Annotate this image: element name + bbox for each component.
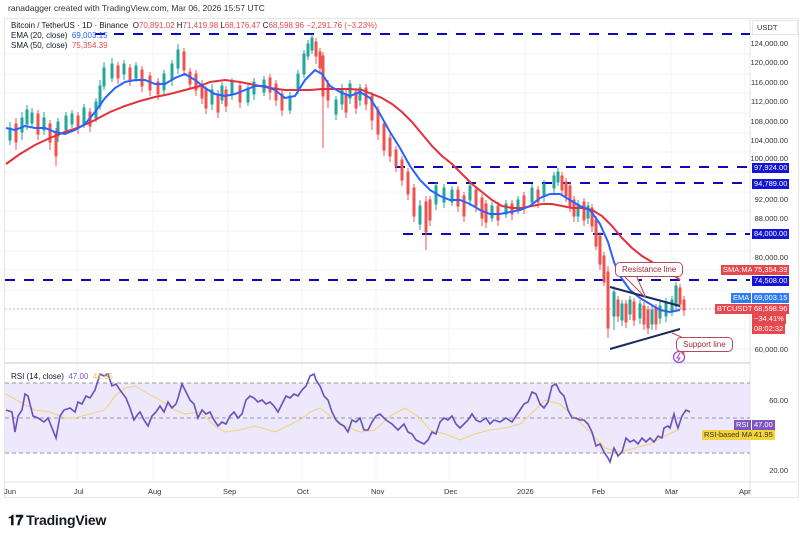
ema-tag-name: EMA	[731, 293, 752, 303]
rsi-ma-tag-value: 41.95	[752, 430, 775, 440]
time-tick: Jun	[4, 487, 17, 496]
resistance-line-label[interactable]: Resistance line	[615, 262, 684, 277]
currency-label[interactable]: USDT	[752, 20, 798, 35]
chart-credit: ranadagger created with TradingView.com,…	[8, 3, 265, 13]
price-tick: 108,000.00	[750, 117, 788, 126]
price-tick: 60,000.00	[754, 345, 788, 354]
time-tick: Nov	[371, 487, 385, 496]
candle-countdown: 08:02:32	[752, 324, 786, 334]
sma-tag-name: SMA:MA	[721, 265, 755, 275]
rsi-tag-value: 47.00	[752, 420, 775, 430]
ema-20-line	[5, 68, 681, 314]
time-tick: Sep	[223, 487, 237, 496]
support-line-label[interactable]: Support line	[676, 337, 733, 352]
tradingview-logo-icon: 𝟏𝟕	[8, 512, 24, 528]
price-tick: 88,000.00	[754, 214, 788, 223]
ohlc-open: 70,891.02	[138, 21, 175, 30]
level-tag-84000: 84,000.00	[752, 229, 790, 239]
rsi-line	[5, 372, 691, 465]
price-tick: 116,000.00	[751, 78, 788, 87]
symbol-legend[interactable]: Bitcoin / TetherUS · 1D · Binance O70,89…	[11, 21, 377, 30]
time-tick: Dec	[444, 487, 458, 496]
rsi-tag-name: RSI	[734, 420, 751, 430]
price-tick: 120,000.00	[750, 58, 788, 67]
level-tag-97924: 97,924.00	[752, 163, 790, 173]
rsi-ma-line	[5, 385, 679, 453]
rsi-levels	[5, 382, 750, 454]
price-tick: 112,000.00	[751, 97, 788, 106]
sma-50-line	[5, 78, 681, 281]
symbol-tag-value: 68,598.96	[752, 304, 790, 314]
price-tick: 80,000.00	[754, 253, 788, 262]
ohlc-close: 68,598.96	[268, 21, 305, 30]
time-tick: Apr	[739, 487, 751, 496]
brand-name: TradingView	[26, 512, 107, 528]
time-tick: Jul	[74, 487, 84, 496]
symbol-title: Bitcoin / TetherUS · 1D · Binance	[11, 21, 129, 30]
price-tick: 124,000.00	[750, 39, 788, 48]
tradingview-logo[interactable]: 𝟏𝟕 TradingView	[8, 512, 106, 529]
ema-legend-value: 69,003.15	[71, 31, 108, 40]
price-tick: 100,000.00	[750, 154, 788, 163]
sma-legend-value: 75,354.39	[71, 41, 108, 50]
level-tag-94789: 94,789.00	[752, 179, 790, 189]
rsi-legend[interactable]: RSI (14, close) 47.00 41.95	[11, 372, 113, 381]
support-trendline	[609, 328, 681, 350]
rsi-ma-tag-name: RSI-based MA	[702, 430, 755, 440]
ohlc-change: −2,291.76 (−3.23%)	[306, 21, 377, 30]
rsi-tick: 20.00	[769, 466, 788, 475]
sma-legend[interactable]: SMA (50, close) 75,354.39	[11, 41, 108, 50]
level-tag-74508: 74,508.00	[752, 276, 790, 286]
ohlc-high: 71,419.98	[182, 21, 219, 30]
symbol-tag-change: −34.41%	[752, 314, 786, 324]
rsi-tick: 60.00	[769, 396, 788, 405]
ema-tag-value: 69,003.15	[752, 293, 790, 303]
alert-icon[interactable]	[672, 350, 686, 364]
time-tick: Aug	[148, 487, 162, 496]
resistance-callout-pointer	[622, 274, 647, 299]
rsi-ma-legend-value: 41.95	[92, 372, 113, 381]
candles	[8, 34, 686, 338]
ema-legend[interactable]: EMA (20, close) 69,003.15	[11, 31, 108, 40]
price-tick: 92,000.00	[754, 195, 788, 204]
price-tick: 104,000.00	[750, 136, 788, 145]
time-tick: Mar	[665, 487, 678, 496]
sma-tag-value: 75,354.39	[752, 265, 790, 275]
time-tick: Oct	[297, 487, 309, 496]
chart-frame	[4, 18, 799, 498]
time-tick: Feb	[592, 487, 605, 496]
rsi-legend-value: 47.00	[68, 372, 89, 381]
time-tick: 2026	[517, 487, 534, 496]
symbol-tag-name: BTCUSDT	[715, 304, 755, 314]
ohlc-low: 68,176.47	[224, 21, 261, 30]
